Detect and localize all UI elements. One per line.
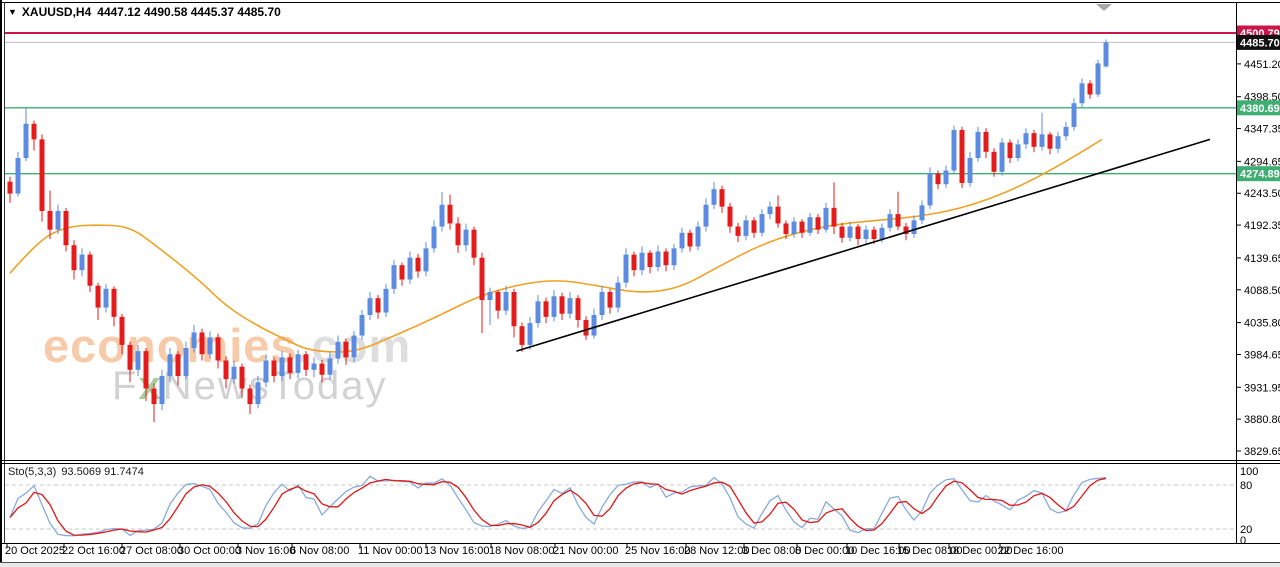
price-tick-label: 4294.65 bbox=[1244, 156, 1280, 168]
time-tick-label: 27 Oct 08:00 bbox=[120, 545, 183, 557]
time-tick-label: 28 Nov 12:00 bbox=[684, 545, 749, 557]
price-tick-label: 3880.80 bbox=[1244, 414, 1280, 426]
stochastic-pane: 100 80 200 bbox=[5, 466, 1258, 547]
chart-shift-marker-icon[interactable] bbox=[1096, 4, 1112, 11]
candles-layer[interactable] bbox=[7, 39, 1109, 423]
symbol-dropdown-icon[interactable]: ▼ bbox=[8, 7, 17, 17]
price-tick-label: 4139.65 bbox=[1244, 253, 1280, 265]
support-line-2-badge-label: 4274.89 bbox=[1240, 169, 1280, 181]
stochastic-indicator-label: Sto(5,3,3) 93.5069 91.7474 bbox=[8, 466, 144, 478]
price-tick-label: 4451.20 bbox=[1244, 59, 1280, 71]
stoch-scale-label: 80 bbox=[1240, 480, 1252, 492]
chart-title-bar: ▼ XAUUSD,H4 4447.12 4490.58 4445.37 4485.7… bbox=[8, 5, 281, 19]
current-price-line-badge-label: 4485.70 bbox=[1240, 37, 1280, 49]
price-tick-label: 3984.65 bbox=[1244, 349, 1280, 361]
support-line-1-badge-label: 4380.69 bbox=[1240, 103, 1280, 115]
price-tick-label: 3931.95 bbox=[1244, 382, 1280, 394]
price-tick-label: 4347.35 bbox=[1244, 124, 1280, 136]
time-tick-label: 30 Oct 00:00 bbox=[178, 545, 241, 557]
indicator-name: Sto(5,3,3) bbox=[8, 466, 57, 478]
time-tick-label: 20 Oct 2025 bbox=[5, 545, 65, 557]
main-pane[interactable] bbox=[4, 32, 1236, 423]
ascending-trendline[interactable] bbox=[516, 138, 1211, 352]
price-tick-label: 4035.80 bbox=[1244, 318, 1280, 330]
stoch-d-line bbox=[9, 477, 1107, 536]
time-tick-label: 10 Dec 16:00 bbox=[845, 545, 910, 557]
time-tick-label: 13 Nov 16:00 bbox=[424, 545, 489, 557]
stoch-k-line bbox=[9, 475, 1107, 537]
ohlc-values: 4447.12 4490.58 4445.37 4485.70 bbox=[97, 5, 281, 19]
stoch-scale-label: 100 bbox=[1240, 466, 1258, 478]
stoch-scale-label: 0 bbox=[1240, 535, 1246, 547]
time-tick-label: 15 Dec 08:00 bbox=[897, 545, 962, 557]
time-tick-label: 3 Nov 16:00 bbox=[236, 545, 295, 557]
price-axis: 4451.204398.504347.354294.654243.504192.… bbox=[1236, 25, 1280, 458]
stoch-scale-label: 20 bbox=[1240, 524, 1252, 536]
time-tick-label: 8 Dec 00:00 bbox=[795, 545, 854, 557]
price-tick-label: 4088.50 bbox=[1244, 285, 1280, 297]
time-tick-label: 6 Nov 08:00 bbox=[290, 545, 349, 557]
tagline-f: F bbox=[112, 364, 139, 408]
price-tick-label: 3829.65 bbox=[1244, 446, 1280, 458]
time-tick-label: 3 Dec 08:00 bbox=[742, 545, 801, 557]
symbol-period-label: XAUUSD,H4 bbox=[21, 5, 92, 19]
current-price-line-badge bbox=[1237, 34, 1280, 50]
time-tick-label: 22 Dec 16:00 bbox=[998, 545, 1063, 557]
support-line-1-badge bbox=[1237, 100, 1280, 116]
time-tick-label: 25 Nov 16:00 bbox=[625, 545, 690, 557]
time-tick-label: 22 Oct 16:00 bbox=[62, 545, 125, 557]
price-tick-label: 4243.50 bbox=[1244, 188, 1280, 200]
time-tick-label: 11 Nov 00:00 bbox=[358, 545, 423, 557]
time-tick-label: 18 Dec 00:00 bbox=[947, 545, 1012, 557]
indicator-values: 93.5069 91.7474 bbox=[61, 466, 144, 478]
time-tick-label: 21 Nov 00:00 bbox=[553, 545, 618, 557]
time-tick-label: 18 Nov 08:00 bbox=[489, 545, 554, 557]
price-tick-label: 4192.35 bbox=[1244, 220, 1280, 232]
support-line-2-badge bbox=[1237, 166, 1280, 182]
